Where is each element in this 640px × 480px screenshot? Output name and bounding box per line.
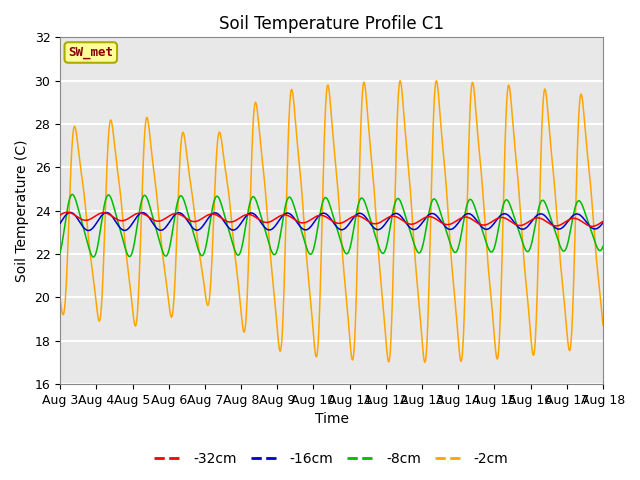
Text: SW_met: SW_met [68,46,113,59]
Y-axis label: Soil Temperature (C): Soil Temperature (C) [15,139,29,282]
Title: Soil Temperature Profile C1: Soil Temperature Profile C1 [219,15,444,33]
Legend: -32cm, -16cm, -8cm, -2cm: -32cm, -16cm, -8cm, -2cm [149,446,514,471]
X-axis label: Time: Time [314,412,349,426]
